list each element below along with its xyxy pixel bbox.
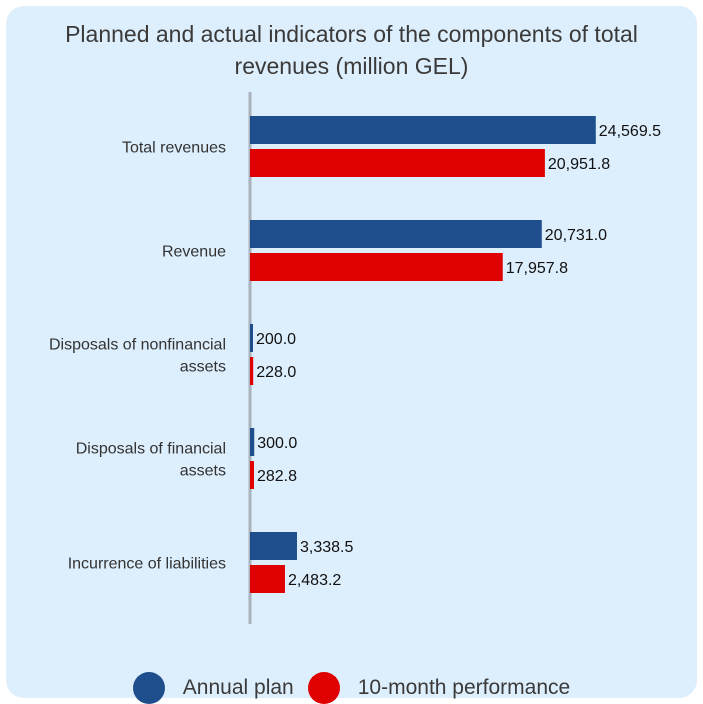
bar-annual-plan: [250, 428, 255, 456]
category-label: assets: [180, 359, 226, 376]
bar-annual-plan: [250, 324, 253, 352]
category-label: assets: [180, 463, 226, 480]
bar-10-month-performance: [250, 461, 254, 489]
chart-title-line-1: Planned and actual indicators of the com…: [65, 21, 638, 47]
data-label: 300.0: [257, 435, 297, 452]
bar-10-month-performance: [250, 149, 545, 177]
bar-annual-plan: [250, 220, 542, 248]
chart-card: Planned and actual indicators of the com…: [6, 6, 697, 704]
category-label: Revenue: [162, 244, 226, 261]
bar-chart: Total revenues 24,569.5 20,951.8 Revenue 20,…: [49, 92, 661, 624]
data-label: 2,483.2: [288, 572, 341, 589]
data-label: 24,569.5: [599, 123, 661, 140]
data-label: 20,951.8: [548, 156, 610, 173]
legend-item-annual-plan: Annual plan: [132, 672, 294, 704]
bar-10-month-performance: [250, 357, 254, 385]
legend-label-10-month-performance: 10-month performance: [357, 676, 571, 699]
category-label: Disposals of financial: [76, 441, 226, 458]
bar-annual-plan: [250, 532, 297, 560]
chart-legend: Annual plan 10-month performance: [6, 672, 697, 704]
data-label: 3,338.5: [300, 539, 353, 556]
bar-10-month-performance: [250, 253, 503, 281]
bar-annual-plan: [250, 116, 596, 144]
data-label: 282.8: [257, 468, 297, 485]
legend-label-annual-plan: Annual plan: [182, 676, 294, 699]
data-label: 17,957.8: [506, 260, 568, 277]
category-label: Total revenues: [122, 140, 226, 157]
legend-swatch-10-month-performance: [307, 672, 340, 704]
legend-swatch-annual-plan: [132, 672, 165, 704]
legend-item-10-month-performance: 10-month performance: [307, 672, 571, 704]
bar-10-month-performance: [250, 565, 285, 593]
category-label: Disposals of nonfinancial: [49, 337, 226, 354]
chart-title-line-2: revenues (million GEL): [234, 53, 469, 79]
data-label: 228.0: [256, 364, 296, 381]
data-label: 20,731.0: [545, 227, 607, 244]
category-label: Incurrence of liabilities: [68, 556, 226, 573]
data-label: 200.0: [256, 331, 296, 348]
chart-title: Planned and actual indicators of the com…: [6, 18, 697, 82]
